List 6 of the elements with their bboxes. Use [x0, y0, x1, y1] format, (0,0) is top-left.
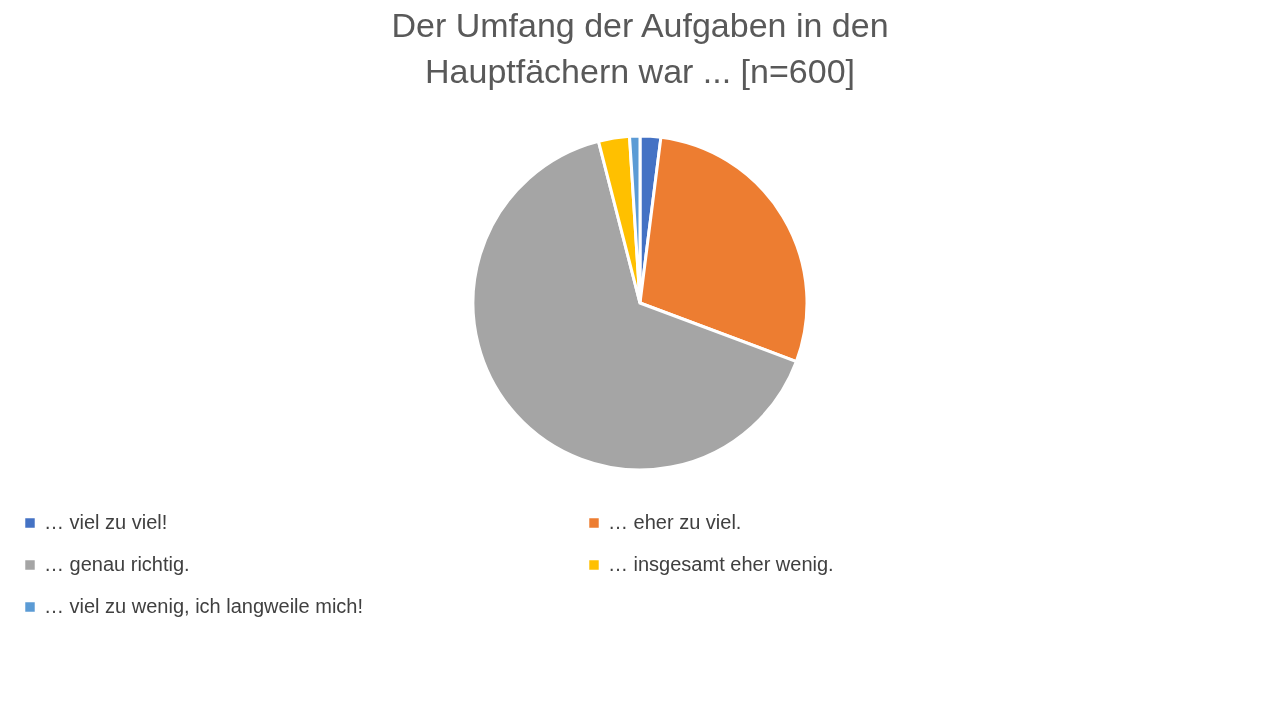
legend-label: … viel zu wenig, ich langweile mich! — [44, 595, 364, 617]
legend-label: … viel zu viel! — [44, 511, 168, 533]
legend-label: … genau richtig. — [44, 553, 190, 575]
chart-title: Der Umfang der Aufgaben in den Hauptfächern war ... [n=600] — [391, 6, 889, 90]
legend-label: … insgesamt eher wenig. — [608, 553, 834, 575]
legend-label: … eher zu viel. — [608, 511, 742, 533]
